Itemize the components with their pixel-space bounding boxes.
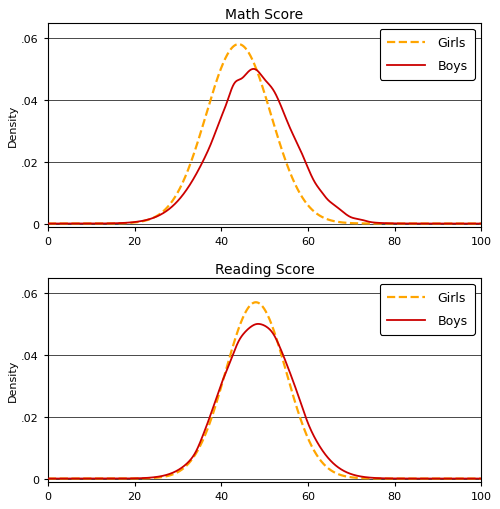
Boys	[45, 221, 51, 227]
Girls	[256, 74, 262, 80]
Boys	[67, 221, 73, 227]
Line: Boys: Boys	[48, 324, 481, 478]
Boys	[45, 475, 51, 482]
Girls	[256, 300, 262, 306]
Girls	[253, 300, 259, 306]
Girls	[236, 42, 242, 48]
Boys	[466, 221, 471, 227]
Boys	[67, 475, 73, 482]
Y-axis label: Density: Density	[8, 104, 18, 147]
Boys	[244, 71, 250, 77]
Boys	[256, 70, 262, 76]
Boys	[466, 221, 472, 227]
Girls	[67, 475, 73, 482]
Girls	[386, 475, 392, 482]
Girls	[466, 221, 472, 227]
Title: Reading Score: Reading Score	[214, 263, 314, 277]
Legend: Girls, Boys: Girls, Boys	[380, 284, 475, 335]
Girls	[478, 475, 484, 482]
Legend: Girls, Boys: Girls, Boys	[380, 30, 475, 80]
Girls	[466, 475, 472, 482]
Boys	[386, 475, 392, 482]
Boys	[478, 221, 484, 227]
Girls	[244, 307, 250, 313]
Girls	[386, 221, 392, 227]
Boys	[478, 475, 484, 482]
Girls	[45, 221, 51, 227]
Boys	[244, 327, 250, 333]
Boys	[250, 67, 256, 73]
Boys	[386, 221, 392, 227]
Line: Girls: Girls	[48, 303, 481, 478]
Boys	[466, 475, 472, 482]
Line: Boys: Boys	[48, 70, 481, 224]
Girls	[45, 475, 51, 482]
Y-axis label: Density: Density	[8, 359, 18, 401]
Girls	[244, 48, 250, 54]
Title: Math Score: Math Score	[226, 8, 304, 22]
Girls	[466, 475, 471, 482]
Girls	[478, 221, 484, 227]
Boys	[255, 321, 261, 327]
Girls	[67, 221, 73, 227]
Boys	[466, 475, 471, 482]
Girls	[466, 221, 471, 227]
Line: Girls: Girls	[48, 45, 481, 224]
Boys	[256, 321, 262, 327]
